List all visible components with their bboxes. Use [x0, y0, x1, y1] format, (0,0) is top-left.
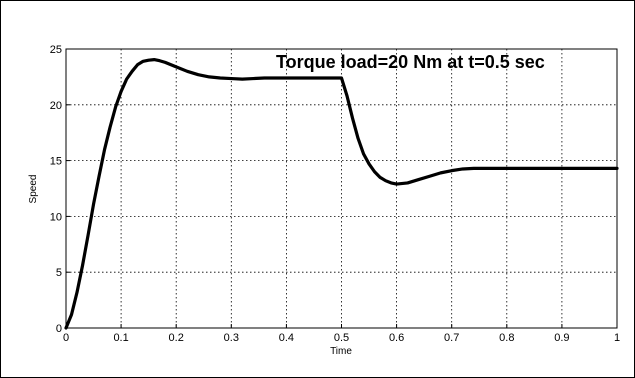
torque-load-annotation: Torque load=20 Nm at t=0.5 sec: [276, 52, 545, 72]
y-tick-label: 15: [50, 156, 62, 168]
x-tick-label: 0.3: [224, 332, 239, 344]
x-tick-label: 1: [614, 332, 620, 344]
x-axis-ticks: 0 0.1 0.2 0.3 0.4 0.5 0.6 0.7 0.8 0.9 1: [63, 324, 620, 344]
y-tick-label: 0: [56, 323, 62, 335]
x-tick-label: 0.4: [279, 332, 294, 344]
x-tick-label: 0.7: [444, 332, 459, 344]
x-tick-label: 0.1: [113, 332, 128, 344]
speed-series-line: [64, 58, 619, 330]
y-tick-label: 20: [50, 100, 62, 112]
grid: [66, 49, 617, 328]
x-tick-label: 0.2: [169, 332, 184, 344]
x-tick-label: 0.6: [389, 332, 404, 344]
y-tick-label: 10: [50, 211, 62, 223]
x-tick-label: 0: [63, 332, 69, 344]
y-axis-label: Speed: [28, 175, 39, 204]
x-axis-label: Time: [330, 346, 352, 357]
y-axis-ticks: 0 5 10 15 20 25: [50, 44, 70, 335]
x-tick-label: 0.9: [554, 332, 569, 344]
y-tick-label: 5: [56, 267, 62, 279]
y-tick-label: 25: [50, 44, 62, 56]
x-tick-label: 0.8: [499, 332, 514, 344]
x-tick-label: 0.5: [334, 332, 349, 344]
